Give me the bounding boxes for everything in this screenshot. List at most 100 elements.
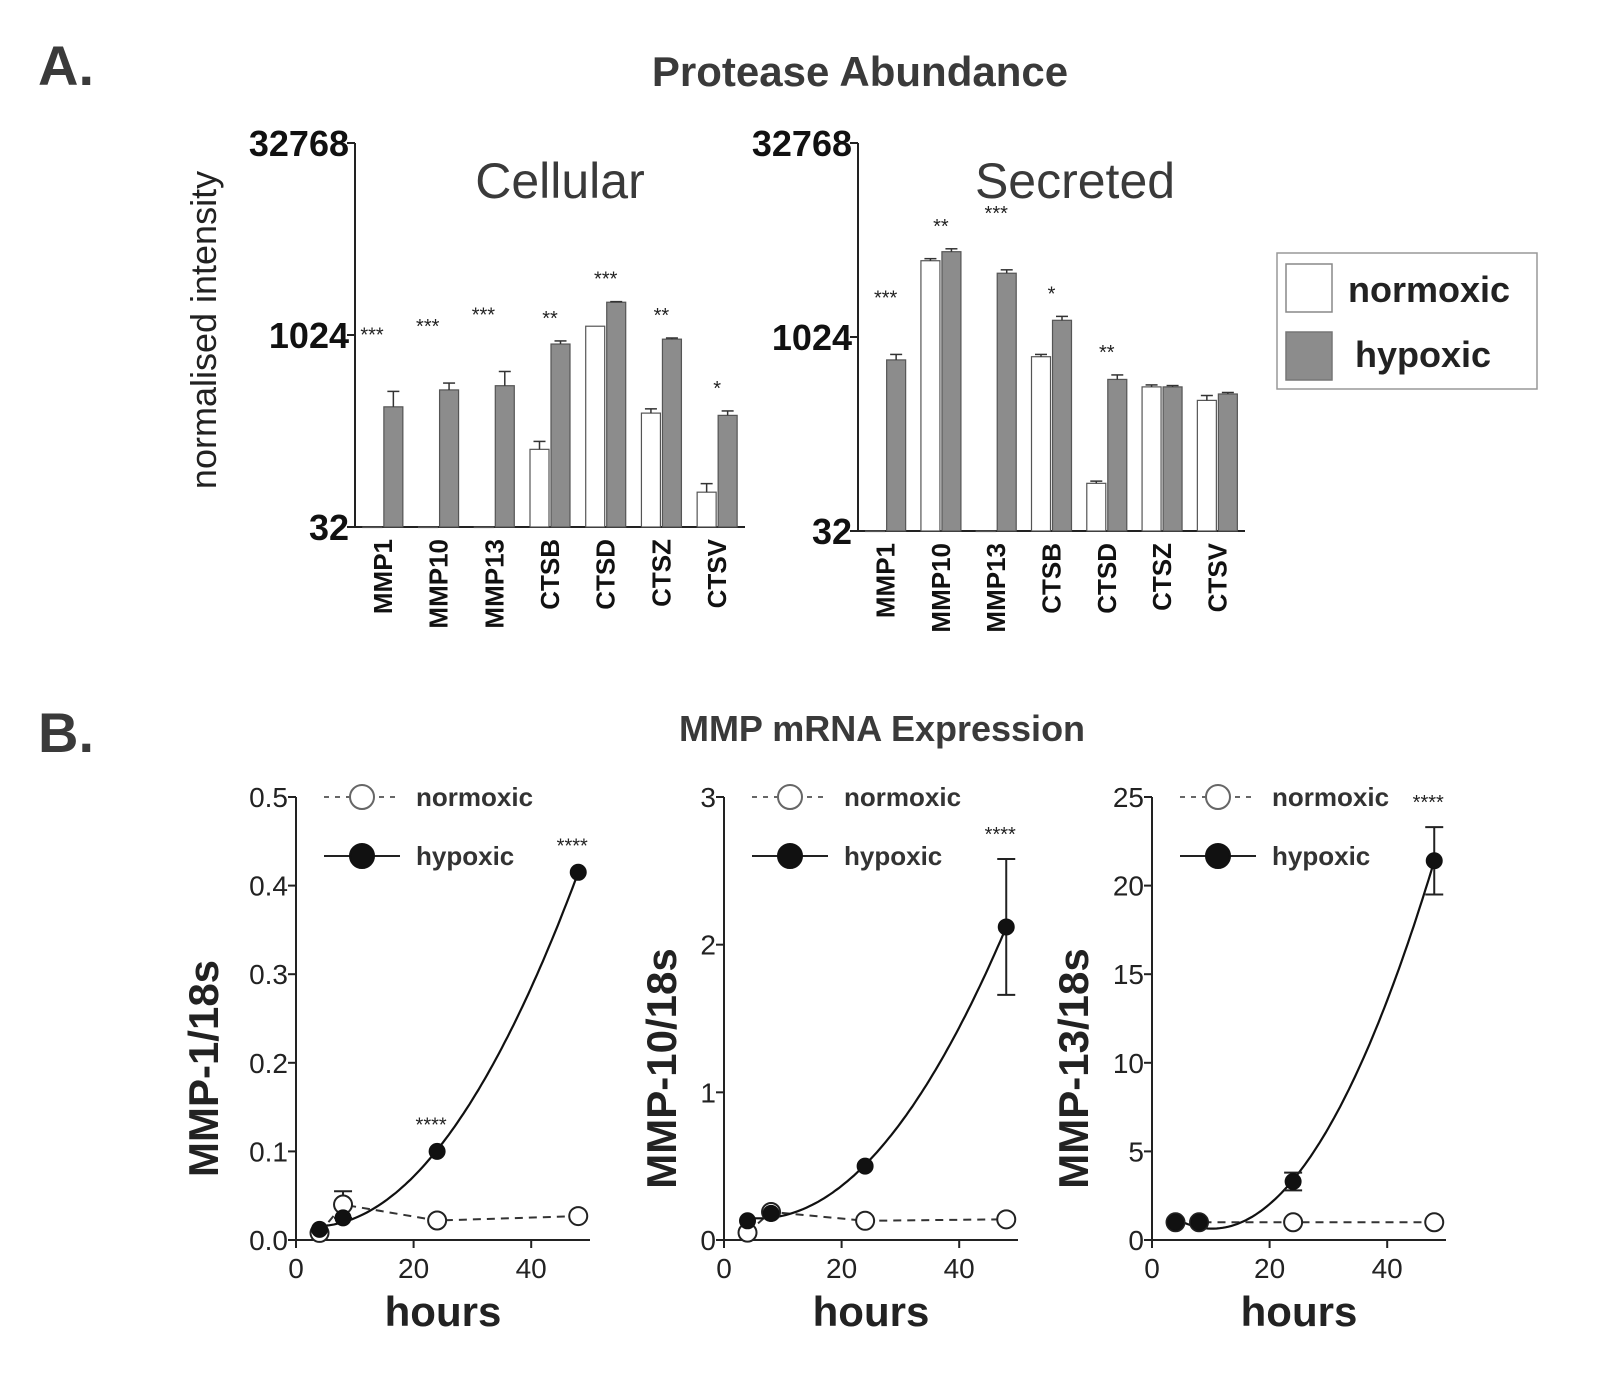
fit-curve-hypoxic	[747, 926, 1008, 1220]
secreted-bar-chart: Secreted32102432768***MMP1**MMP10***MMP1…	[752, 123, 1245, 633]
fit-curve-normoxic	[746, 1210, 1007, 1234]
fit-curve-hypoxic	[319, 872, 580, 1228]
y-tick-label: 32	[812, 511, 852, 552]
legend-label-hypoxic: hypoxic	[416, 841, 514, 871]
category-label: MMP1	[368, 539, 398, 614]
panel-a-label: A.	[38, 34, 94, 97]
category-label: MMP13	[981, 543, 1011, 633]
category-label: CTSV	[702, 538, 732, 608]
data-point-hypoxic	[1425, 852, 1443, 870]
bar-normoxic	[1030, 356, 1052, 532]
y-tick-label: 1024	[772, 317, 852, 358]
y-axis-label: MMP-13/18s	[1050, 948, 1097, 1188]
category-label: CTSD	[591, 539, 621, 610]
data-point-hypoxic	[762, 1204, 780, 1222]
bar-normoxic	[1141, 386, 1162, 532]
y-tick-label: 1	[700, 1077, 716, 1108]
panel-b-title: MMP mRNA Expression	[679, 708, 1085, 749]
bar-hypoxic	[1217, 393, 1238, 532]
significance-marker: ***	[360, 324, 384, 346]
y-tick-label: 15	[1113, 959, 1144, 990]
y-tick-label: 32768	[752, 123, 852, 164]
category-label: CTSB	[1037, 543, 1067, 614]
y-tick-label: 2	[700, 930, 716, 961]
panel-a-legend: normoxic hypoxic	[1276, 252, 1538, 390]
category-label: CTSD	[1092, 543, 1122, 614]
y-tick-label: 25	[1113, 782, 1144, 813]
bar-normoxic	[473, 526, 494, 529]
legend-label-hypoxic: hypoxic	[1355, 334, 1491, 375]
legend-marker-hypoxic	[1205, 843, 1231, 869]
significance-marker: ***	[985, 203, 1009, 225]
significance-marker: **	[1099, 342, 1115, 364]
significance-marker: ****	[416, 1114, 447, 1136]
legend-label-normoxic: normoxic	[1348, 269, 1510, 310]
chart-title: Cellular	[475, 153, 645, 209]
bar-normoxic	[362, 526, 383, 529]
legend-label-normoxic: normoxic	[416, 782, 533, 812]
panel-b-label: B.	[38, 701, 94, 764]
data-point-normoxic	[427, 1210, 448, 1231]
data-point-normoxic	[996, 1209, 1017, 1230]
y-tick-label: 0.3	[249, 959, 288, 990]
significance-marker: ****	[985, 824, 1016, 846]
x-tick-label: 20	[398, 1253, 429, 1284]
data-point-hypoxic	[739, 1212, 757, 1230]
x-axis-label: hours	[813, 1288, 930, 1335]
bar-hypoxic	[606, 301, 627, 528]
legend-swatch-normoxic	[1285, 263, 1333, 313]
bar-hypoxic	[1107, 378, 1128, 532]
significance-marker: ****	[557, 835, 588, 857]
bar-hypoxic	[550, 343, 571, 528]
bar-hypoxic	[383, 406, 404, 528]
y-tick-label: 20	[1113, 871, 1144, 902]
chart-title: Secreted	[975, 153, 1175, 209]
data-point-hypoxic	[997, 918, 1015, 936]
data-point-normoxic	[855, 1210, 876, 1231]
significance-marker: **	[933, 216, 949, 238]
x-axis-label: hours	[1241, 1288, 1358, 1335]
bar-hypoxic	[438, 389, 460, 528]
significance-marker: **	[654, 305, 670, 327]
bar-hypoxic	[886, 359, 907, 532]
bar-hypoxic	[661, 338, 683, 528]
bar-normoxic	[975, 530, 996, 533]
bar-hypoxic	[1162, 386, 1183, 532]
significance-marker: ***	[594, 269, 618, 291]
x-tick-label: 0	[716, 1253, 732, 1284]
y-axis-label: MMP-1/18s	[180, 960, 227, 1177]
data-point-hypoxic	[428, 1142, 446, 1160]
significance-marker: *	[1048, 283, 1056, 305]
category-label: CTSB	[535, 539, 565, 610]
mmp1-line-chart: 0.0 0.1 0.2 0.3 0.4 0.5 0 20 40 hours MMP-1/18s nor…	[180, 782, 590, 1335]
y-tick-label: 0.2	[249, 1048, 288, 1079]
bar-normoxic	[696, 491, 717, 528]
legend-label-hypoxic: hypoxic	[1272, 841, 1370, 871]
data-point-hypoxic	[569, 863, 587, 881]
y-tick-label: 0.4	[249, 871, 288, 902]
legend-label-normoxic: normoxic	[1272, 782, 1389, 812]
y-axis-label: normalised intensity	[183, 171, 224, 489]
x-tick-label: 0	[1144, 1253, 1160, 1284]
mmp13-line-chart: 0 5 10 15 20 25 0 20 40 hours MMP-13/18s normoxic hy…	[1050, 782, 1446, 1335]
data-point-hypoxic	[334, 1209, 352, 1227]
y-tick-label: 0.5	[249, 782, 288, 813]
data-point-normoxic	[1424, 1212, 1445, 1233]
data-point-normoxic	[568, 1206, 589, 1227]
y-tick-label: 3	[700, 782, 716, 813]
data-point-normoxic	[1283, 1212, 1304, 1233]
legend-marker-hypoxic	[777, 843, 803, 869]
bar-normoxic	[1196, 399, 1217, 532]
data-point-hypoxic	[311, 1220, 329, 1238]
legend-marker-normoxic	[1205, 784, 1231, 810]
category-label: MMP10	[926, 543, 956, 633]
bar-normoxic	[640, 412, 662, 528]
category-label: CTSZ	[646, 539, 676, 607]
legend-swatch-hypoxic	[1285, 331, 1333, 381]
bar-hypoxic	[1051, 319, 1073, 532]
legend-marker-normoxic	[777, 784, 803, 810]
bar-normoxic	[920, 260, 941, 532]
y-tick-label: 32	[309, 507, 349, 548]
legend-marker-normoxic	[349, 784, 375, 810]
